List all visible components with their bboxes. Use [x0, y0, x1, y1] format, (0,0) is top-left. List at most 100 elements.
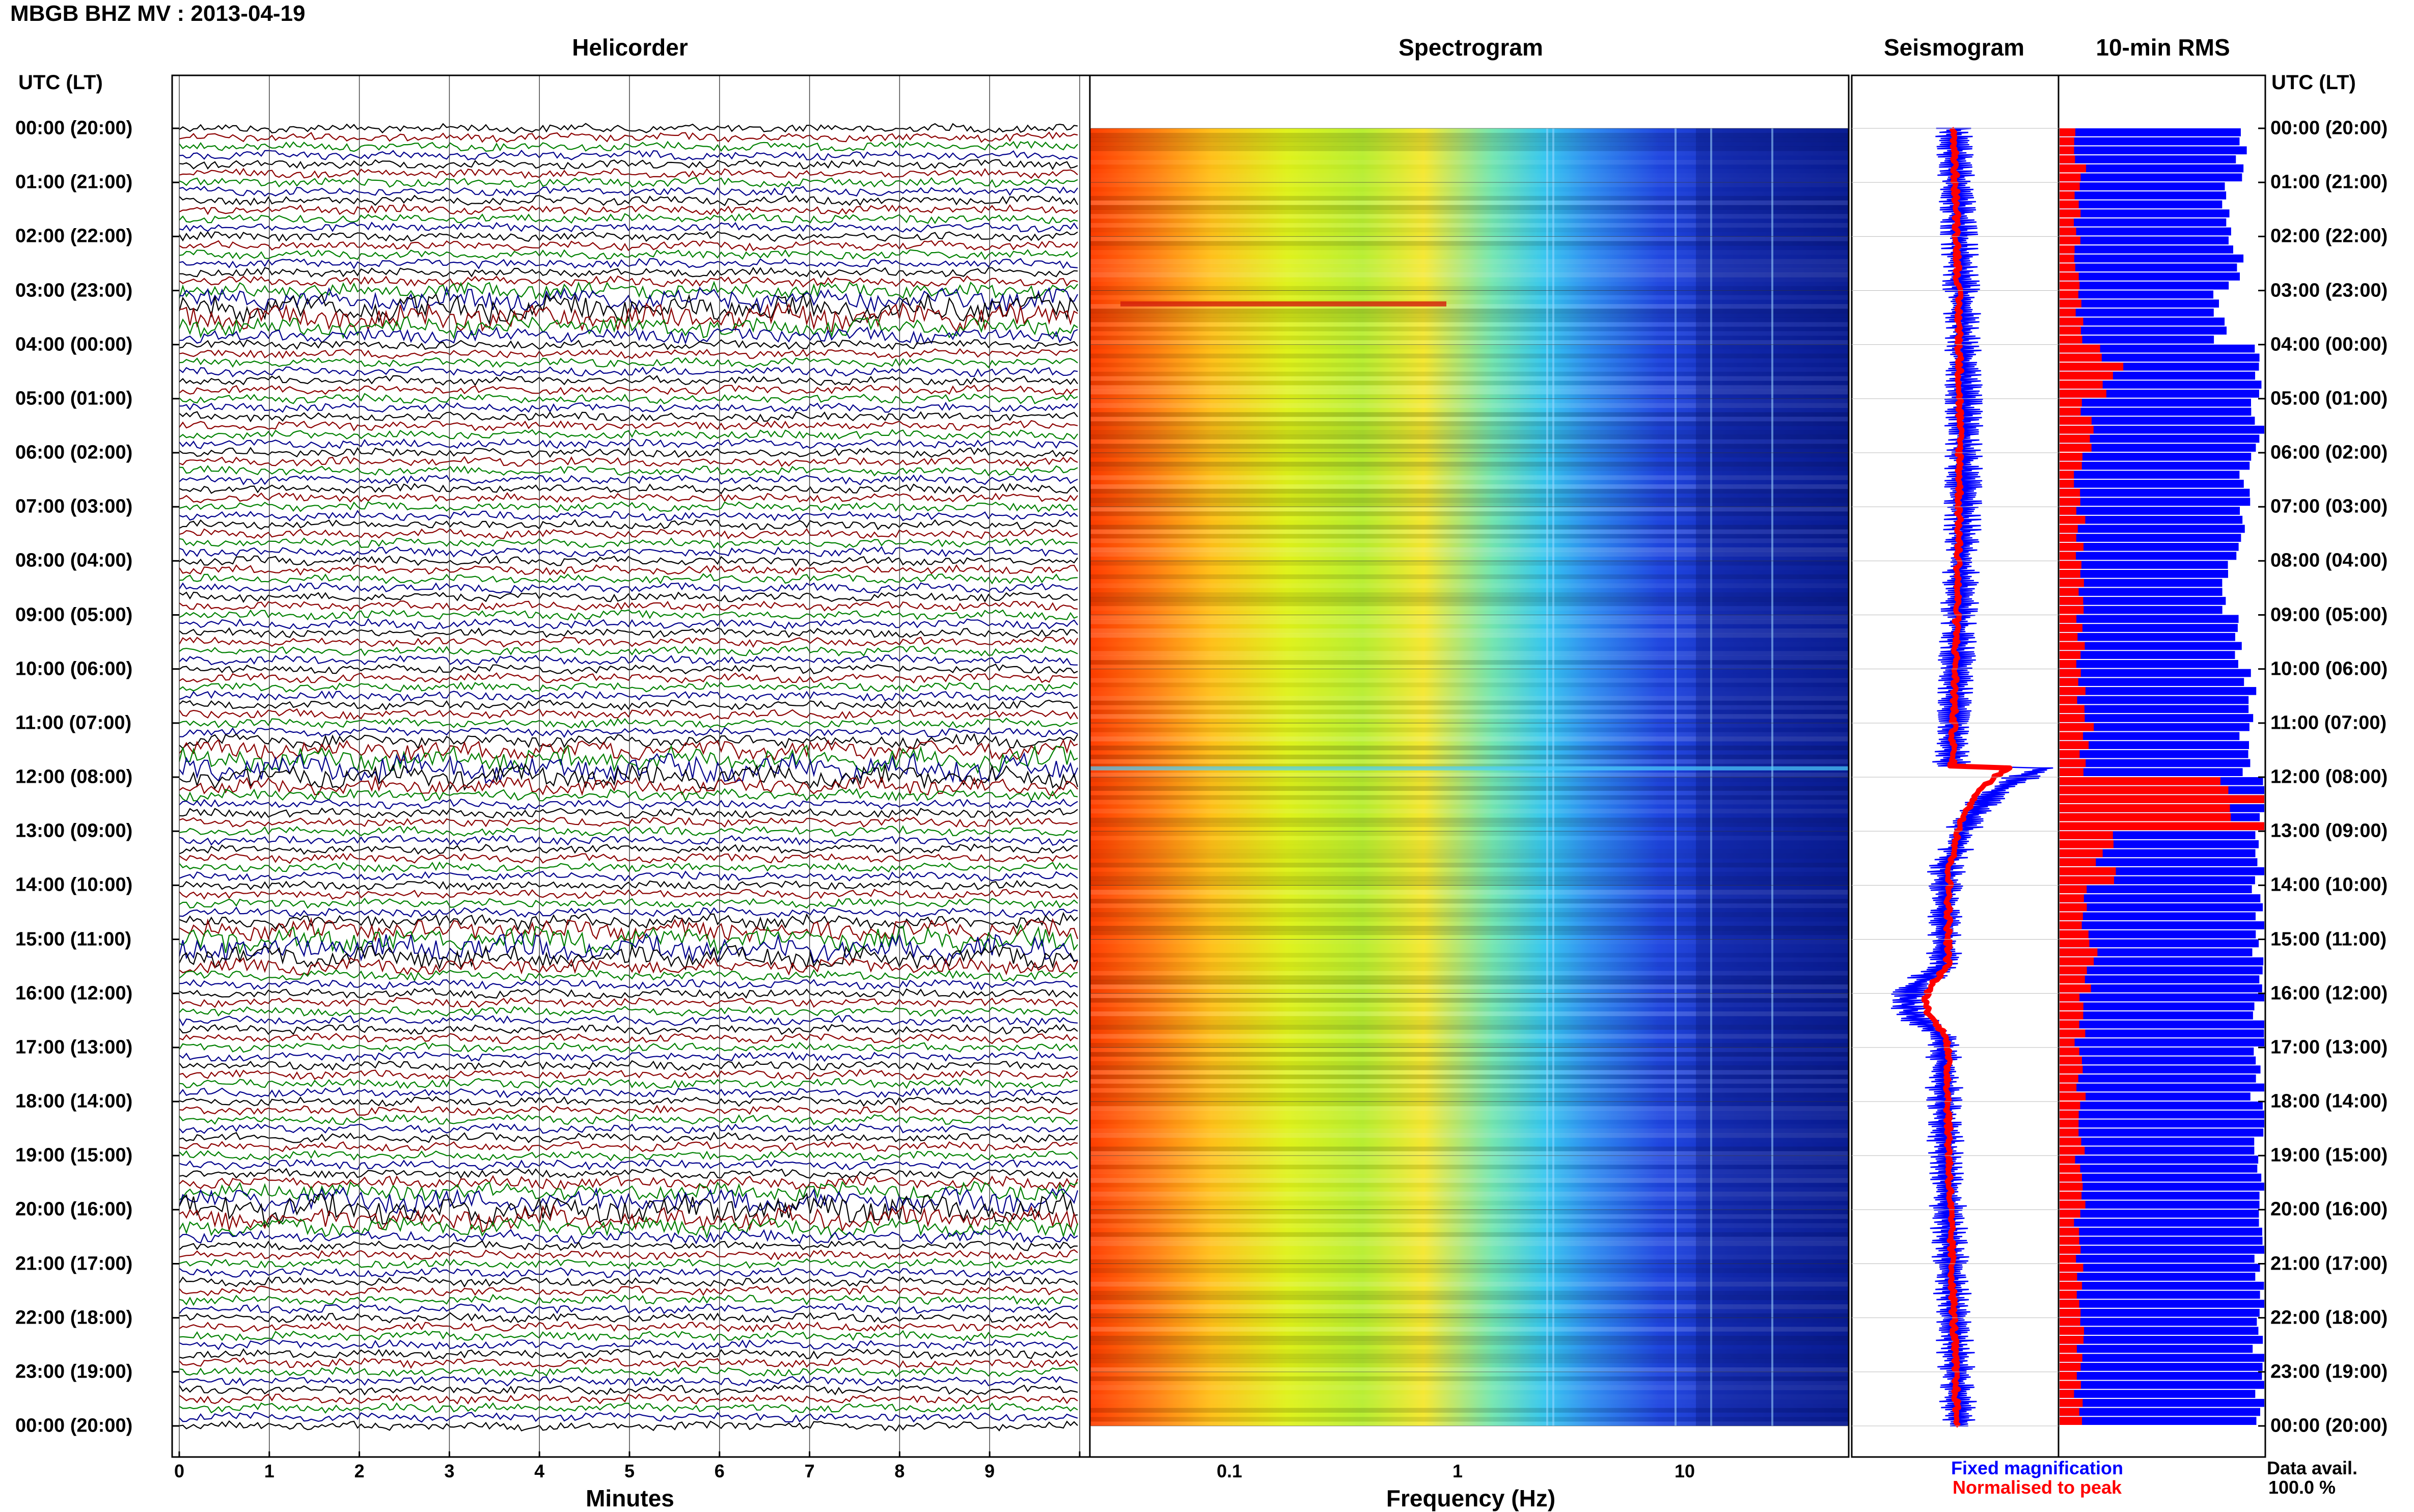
spectrogram-row: [1090, 412, 1849, 417]
spectrogram-row: [1090, 601, 1849, 607]
rms-fixed-bar: [2060, 993, 2264, 1002]
rms-fixed-bar: [2060, 1156, 2259, 1164]
spectrogram-row: [1090, 817, 1849, 822]
rms-fixed-bar: [2060, 507, 2240, 515]
spectrogram-row: [1090, 993, 1849, 999]
spectrogram-row: [1090, 908, 1849, 913]
spectrogram-row: [1090, 606, 1849, 611]
rms-fixed-bar: [2060, 1344, 2253, 1353]
rms-fixed-bar: [2060, 425, 2264, 434]
rms-normalised-bar: [2060, 1164, 2080, 1173]
rms-fixed-bar: [2060, 128, 2241, 136]
helicorder-trace: [179, 690, 1078, 702]
rms-fixed-bar: [2060, 1219, 2259, 1227]
spectrogram-row: [1090, 1164, 1849, 1170]
rms-normalised-bar: [2060, 1002, 2083, 1011]
time-label-right: 11:00 (07:00): [2270, 712, 2387, 734]
spectrogram-row: [1090, 488, 1849, 494]
rms-normalised-bar: [2060, 903, 2087, 912]
rms-fixed-bar: [2060, 534, 2241, 542]
spectrogram-row: [1090, 786, 1849, 791]
spectrogram-row: [1090, 1160, 1849, 1165]
time-label-left: 19:00 (15:00): [15, 1144, 133, 1166]
helicorder-trace: [179, 763, 1079, 791]
rms-normalised-bar: [2060, 1156, 2075, 1164]
rms-fixed-bar: [2060, 515, 2243, 524]
rms-fixed-bar: [2060, 1200, 2260, 1209]
helicorder-trace: [179, 1276, 1078, 1288]
spectrogram-row: [1090, 398, 1849, 404]
rms-normalised-bar: [2060, 840, 2114, 848]
rms-normalised-bar: [2060, 1092, 2086, 1101]
spectrogram-row: [1090, 836, 1849, 841]
spectrogram-row: [1090, 1358, 1849, 1363]
spectrogram-row: [1090, 268, 1849, 273]
rms-fixed-bar: [2060, 1002, 2255, 1011]
rms-normalised-bar: [2060, 444, 2092, 452]
helicorder-trace: [179, 447, 1078, 458]
rms-normalised-bar: [2060, 1219, 2074, 1227]
helicorder-trace: [179, 1024, 1078, 1035]
spectrogram-row: [1090, 961, 1849, 967]
rms-normalised-bar: [2060, 795, 2264, 804]
rms-fixed-bar: [2060, 137, 2240, 146]
rms-fixed-bar: [2060, 1317, 2257, 1326]
helicorder-trace: [179, 1149, 1078, 1162]
rms-normalised-bar: [2060, 1074, 2078, 1083]
rms-normalised-bar: [2060, 1336, 2084, 1344]
freq-tick-10: 10: [1674, 1461, 1695, 1481]
time-label-left: 18:00 (14:00): [15, 1090, 133, 1112]
time-label-right: 00:00 (20:00): [2270, 1415, 2388, 1437]
rms-normalised-bar: [2060, 570, 2080, 578]
spectrogram-row: [1090, 1034, 1849, 1039]
rms-normalised-bar: [2060, 191, 2075, 200]
rms-fixed-bar: [2060, 606, 2223, 614]
spectrogram-row: [1090, 754, 1849, 760]
time-label-left: 20:00 (16:00): [15, 1198, 133, 1220]
helicorder-trace: [179, 483, 1078, 494]
rms-fixed-bar: [2060, 1363, 2263, 1371]
rms-normalised-bar: [2060, 1183, 2083, 1191]
time-label-left: 04:00 (00:00): [15, 334, 133, 355]
spectrogram-row: [1090, 1088, 1849, 1093]
spectrogram-row: [1090, 326, 1849, 332]
helicorder-trace: [179, 912, 1078, 931]
spectrogram-row: [1090, 394, 1849, 399]
spectrogram-row: [1090, 1241, 1849, 1246]
spectrogram-row: [1090, 615, 1849, 620]
rms-normalised-bar: [2060, 966, 2087, 975]
rms-fixed-bar: [2060, 966, 2263, 975]
rms-normalised-bar: [2060, 534, 2076, 542]
rms-fixed-bar: [2060, 1336, 2263, 1344]
rms-normalised-bar: [2060, 1119, 2079, 1128]
rms-normalised-bar: [2060, 858, 2096, 866]
helicorder-trace: [178, 281, 1078, 300]
spectrogram-row: [1090, 1056, 1849, 1061]
helicorder-trace: [179, 1168, 1078, 1179]
spectrogram-row: [1090, 1214, 1849, 1219]
helicorder-trace: [179, 956, 1079, 976]
rms-fixed-bar: [2060, 939, 2259, 948]
helicorder-trace: [179, 699, 1078, 711]
spectrogram-row: [1090, 286, 1849, 291]
rms-fixed-bar: [2060, 1308, 2260, 1317]
spectrogram-row: [1090, 1417, 1849, 1422]
spectrogram-row: [1090, 709, 1849, 714]
spectrogram-row: [1090, 507, 1849, 512]
rms-normalised-bar: [2060, 218, 2074, 227]
helicorder-trace: [179, 239, 1078, 252]
minute-tick-label: 2: [354, 1461, 365, 1481]
spectrogram-row: [1090, 1191, 1849, 1197]
rms-fixed-bar: [2060, 146, 2247, 155]
helicorder-trace: [179, 1096, 1078, 1107]
rms-normalised-bar: [2060, 561, 2081, 569]
spectrogram-row: [1090, 173, 1849, 178]
rms-fixed-bar: [2060, 263, 2237, 272]
helicorder-trace: [179, 1348, 1078, 1360]
rms-normalised-bar: [2060, 308, 2076, 317]
axis-ticks: [172, 127, 2265, 1457]
helicorder-trace: [179, 1339, 1078, 1351]
rms-normalised-bar: [2060, 453, 2082, 461]
spectrogram-row: [1090, 1115, 1849, 1120]
